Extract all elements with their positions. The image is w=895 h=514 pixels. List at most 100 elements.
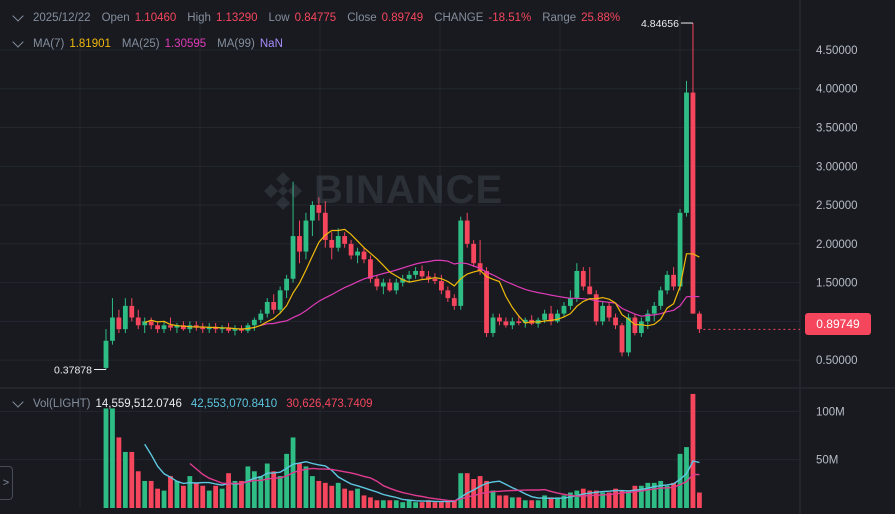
collapse-chevron-icon[interactable] [12,10,24,22]
volume-bar [535,500,541,508]
volume-bar [593,490,599,508]
ma99-value: NaN [259,38,283,50]
candle-body [116,317,122,330]
volume-bar [613,488,618,508]
candle-body [645,313,651,322]
candle-body [387,282,393,291]
price-tick-label: 3.00000 [816,161,858,173]
candle-body [477,263,483,271]
candle-body [271,302,277,310]
price-tick-label: 0.50000 [816,355,858,367]
ma7-label: MA(7) [33,38,65,50]
candle-body [638,321,644,334]
volume-bar [129,451,135,508]
side-panel-toggle[interactable]: > [0,466,13,500]
volume-bar [406,500,412,508]
candle-date: 2025/12/22 [33,12,91,24]
candle-body [277,290,283,310]
candle-body [684,92,689,213]
volume-bar [258,476,264,508]
volume-bar [484,480,489,508]
candle-body [490,317,496,334]
volume-bar [103,408,109,508]
volume-bar [226,473,231,508]
volume-bar [413,502,418,508]
volume-tick-label: 100M [816,406,845,418]
candle-body [651,305,657,314]
close-label: Close [347,12,377,24]
volume-bar [193,482,199,508]
low-value: 0.84775 [294,12,337,24]
volume-bar [284,453,289,508]
change-value: -18.51% [488,12,532,24]
candle-body [626,317,631,353]
volume-bar [322,482,328,508]
candle-body [580,270,586,287]
candle-body [516,321,522,323]
candle-body [484,270,489,334]
candle-body [303,220,309,252]
volume-bar [174,480,180,508]
ma-collapse-chevron-icon[interactable] [12,36,24,48]
volume-bar [445,500,451,508]
volume-bar [600,492,606,508]
range-label: Range [542,12,577,24]
volume-bar [697,492,702,508]
volume-bar [168,476,173,508]
candle-body [335,236,341,248]
ma7-line [144,228,700,330]
volume-ma-long-line [189,462,700,502]
candle-body [329,239,335,248]
volume-bar [626,490,631,508]
volume-bar [561,495,567,508]
volume-bar [380,500,386,508]
price-tick-label: 1.50000 [816,278,858,290]
vol-collapse-chevron-icon[interactable] [12,396,24,408]
volume-bar [645,482,651,508]
volume-bar [297,463,302,508]
candle-body [445,290,451,299]
volume-bar [342,488,348,508]
ma25-line [260,259,700,326]
candle-body [239,329,244,331]
candle-body [142,321,148,326]
candle-body [690,92,696,314]
volume-bar [355,488,360,508]
candle-body [342,236,348,244]
candle-body [181,325,186,330]
volume-bar [606,492,612,508]
volume-bar [187,476,193,508]
candle-body [613,317,618,326]
candle-body [600,305,606,322]
volume-bar [516,497,522,508]
volume-bar [271,471,277,508]
volume-bar [619,490,625,508]
volume-bar [684,447,689,508]
volume-bar [239,480,244,508]
volume-bar [529,500,535,508]
volume-bar [651,482,657,508]
volume-bar [497,495,502,508]
volume-bar [348,490,354,508]
candle-body [322,212,328,240]
candle-body [310,205,315,221]
volume-bar [181,485,186,508]
ma-legend: MA(7) 1.81901 MA(25) 1.30595 MA(99) NaN [12,36,283,50]
volume-ma1-value: 42,553,070.8410 [190,398,278,410]
candle-body [206,326,212,330]
volume-bar [200,485,206,508]
volume-legend: Vol(LIGHT) 14,559,512.0746 42,553,070.84… [12,396,373,410]
candle-body [451,298,457,306]
volume-bar [245,466,251,508]
candle-body [426,276,431,279]
candle-body [355,251,360,256]
volume-bar [542,495,547,508]
candle-body [148,321,154,326]
candle-body [374,278,380,287]
high-marker-label: 4.84656 [641,18,679,30]
volume-bar [555,497,560,508]
volume-bar [277,476,283,508]
candle-body [587,286,593,295]
candle-body [168,325,173,328]
